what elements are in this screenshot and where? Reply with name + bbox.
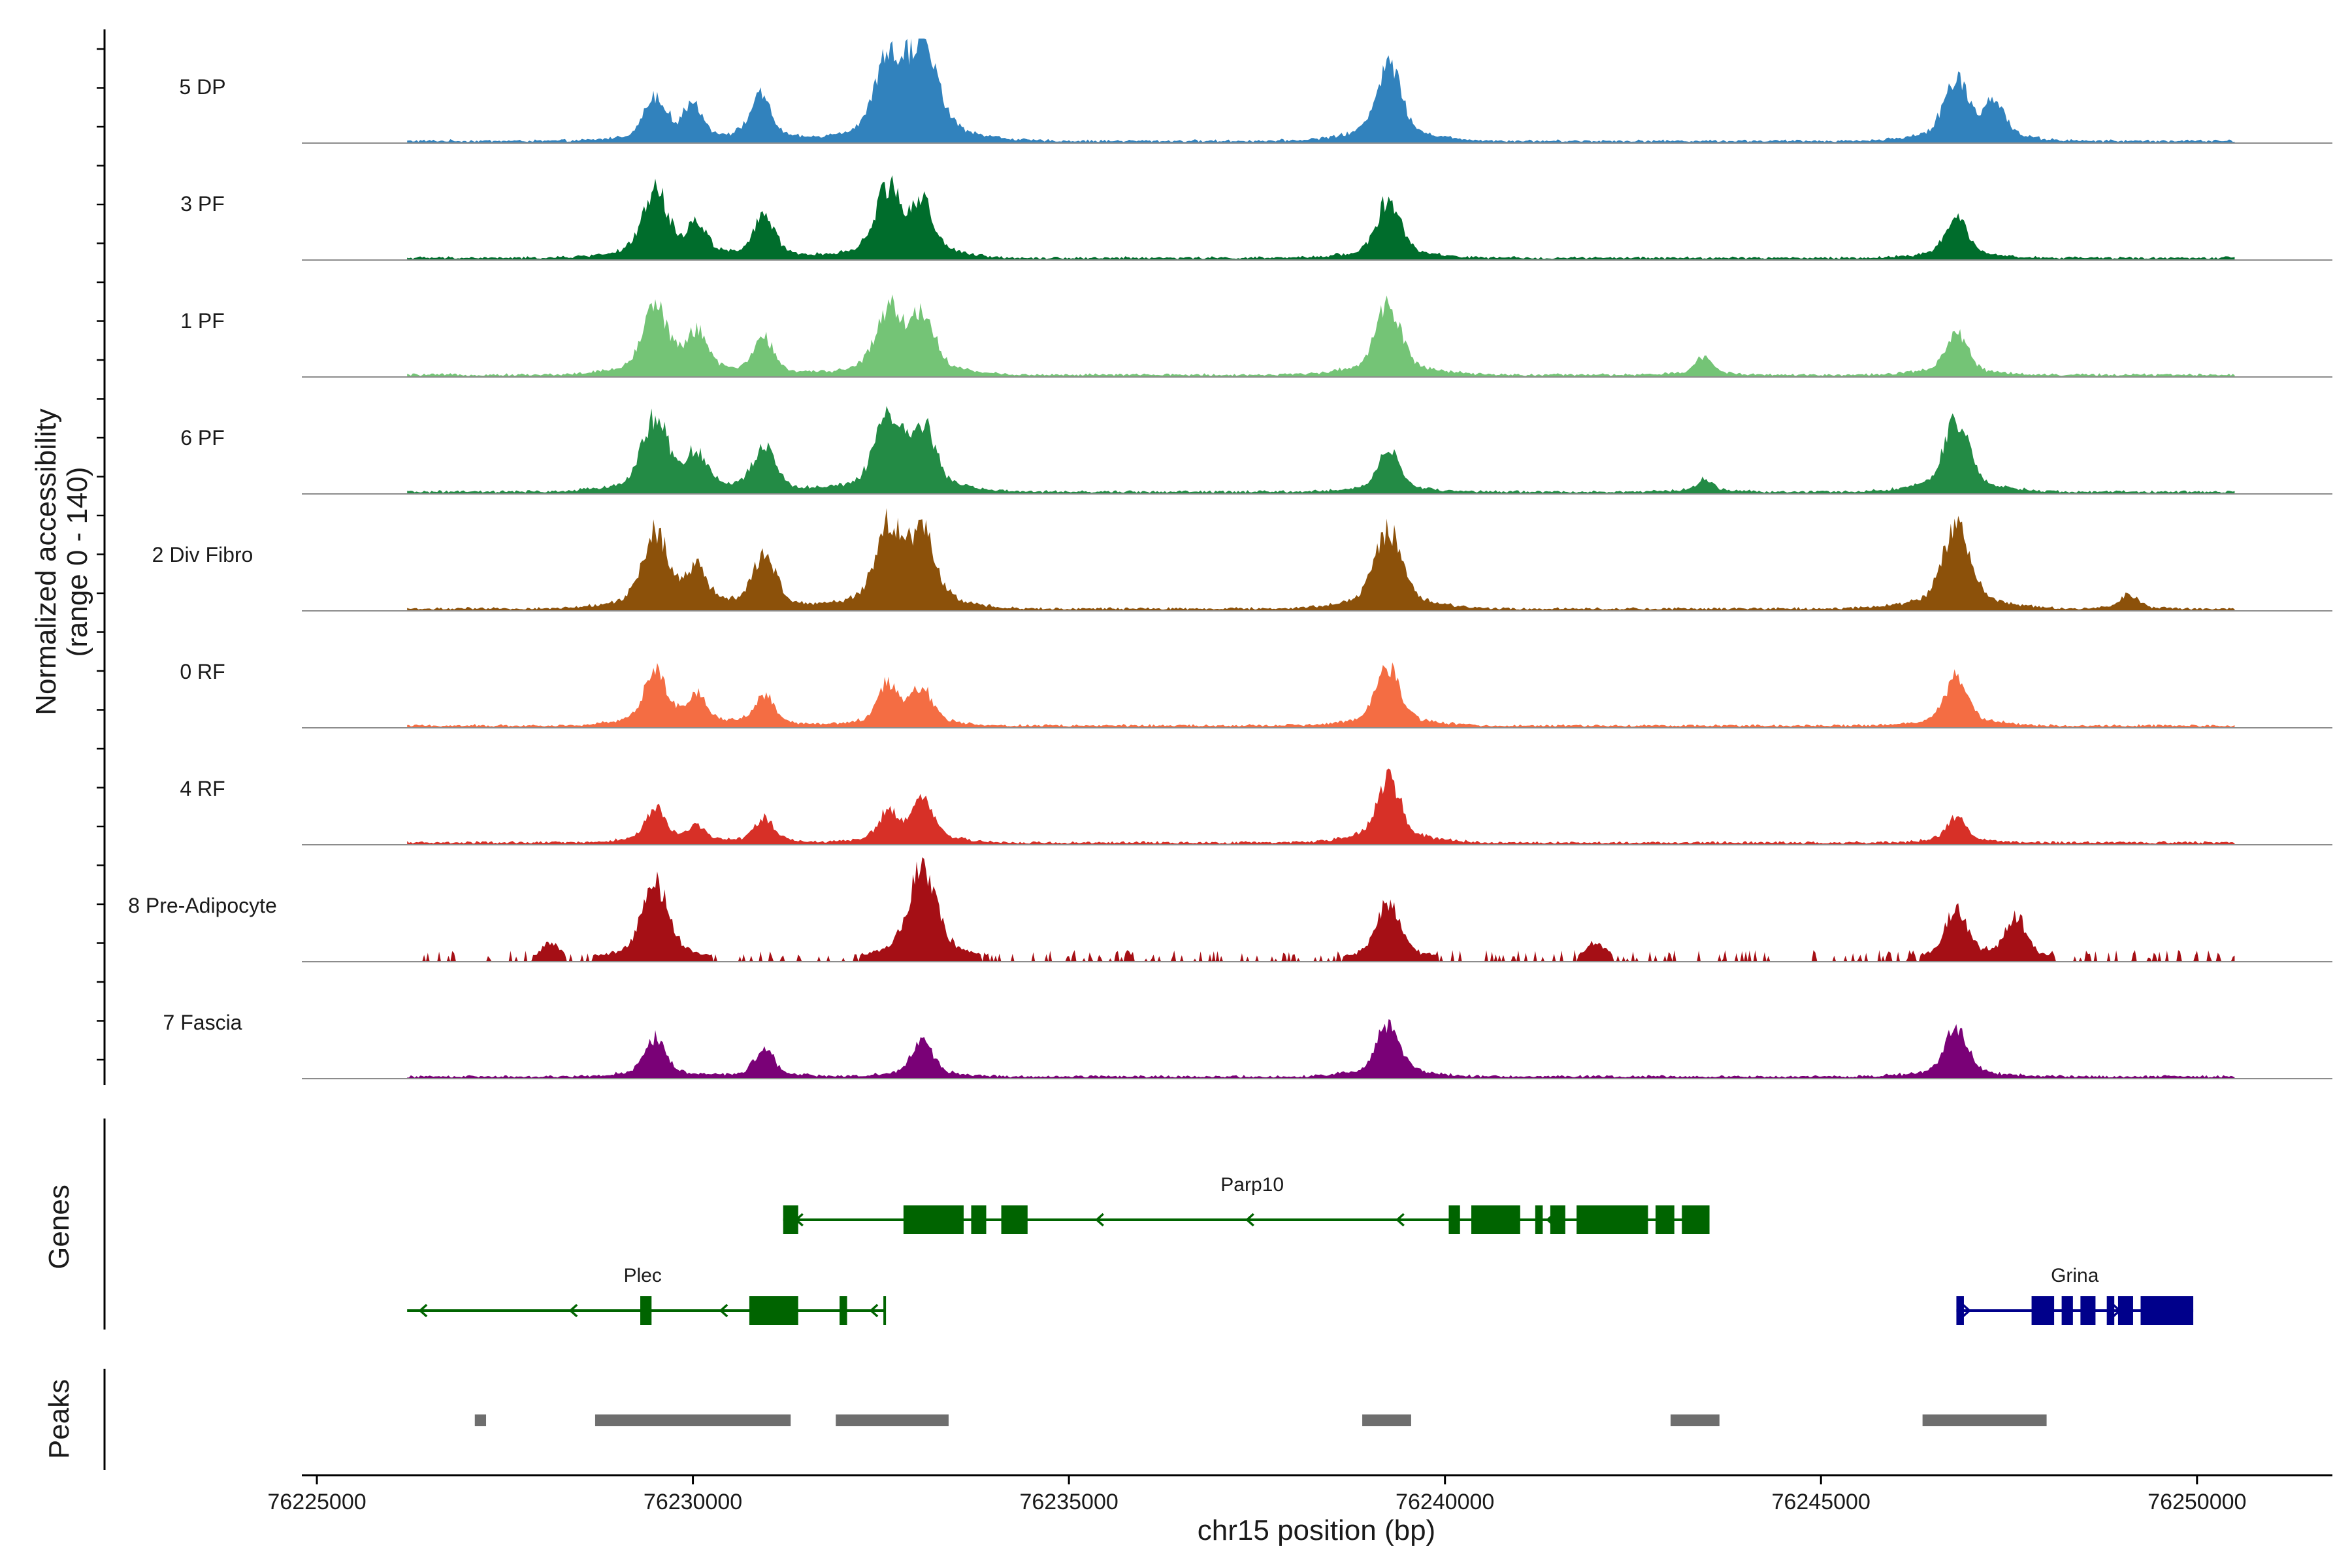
gene-exon [1471,1205,1520,1234]
track-7-fascia: 7 Fascia [163,1011,2332,1079]
track-4-rf: 4 RF [180,768,2332,845]
peak-region [836,1414,949,1426]
gene-exon [2080,1296,2096,1325]
coverage-area [407,175,2235,260]
strand-arrow [568,1303,578,1318]
x-tick-label: 76245000 [1772,1490,1870,1514]
coverage-area [407,406,2235,494]
gene-exon [749,1296,798,1325]
gene-exon [2061,1296,2073,1325]
accessibility-y-axis: Normalized accessibility(range 0 - 140) [30,29,106,1085]
track-0-rf: 0 RF [180,660,2332,728]
coverage-area [407,857,2235,962]
gene-label: Grina [2051,1265,2099,1286]
peak-region [1362,1414,1411,1426]
track-2-div-fibro: 2 Div Fibro [152,508,2332,612]
position-x-axis: 76225000 76230000 76235000 76240000 76245000… [267,1474,2332,1546]
y-axis-title: Normalized accessibility(range 0 - 140) [30,408,93,715]
track-label: 2 Div Fibro [152,543,253,566]
coverage-area [407,1019,2235,1079]
peak-region [595,1414,791,1426]
peak-region [1922,1414,2047,1426]
track-label: 0 RF [180,660,225,683]
track-label: 3 PF [180,192,225,216]
track-label: 8 Pre-Adipocyte [128,894,277,917]
coverage-area [407,39,2235,143]
gene-exon [971,1205,987,1234]
coverage-area [407,768,2235,845]
gene-exon [840,1296,847,1325]
genes-track-title: Genes [43,1184,75,1269]
y-axis-title-line: (range 0 - 140) [61,466,93,657]
gene-plec: Plec [407,1265,887,1325]
x-tick-label: 76225000 [267,1490,366,1514]
strand-arrow [1245,1213,1254,1227]
gene-exon [783,1205,798,1234]
track-6-pf: 6 PF [180,406,2332,495]
track-label: 7 Fascia [163,1011,242,1034]
gene-exon [2106,1296,2115,1325]
peaks-track: Peaks [43,1369,2047,1470]
gene-exon [2140,1296,2194,1325]
peak-region [1671,1414,1720,1426]
gene-parp10: Parp10 [783,1174,1710,1234]
gene-exon [1682,1205,1708,1234]
gene-exon [1576,1205,1648,1234]
coverage-area [407,294,2235,377]
track-3-pf: 3 PF [180,175,2332,261]
strand-arrow [1396,1213,1405,1227]
gene-label: Plec [623,1265,661,1286]
track-label: 4 RF [180,777,225,800]
peaks-track-title: Peaks [43,1379,75,1459]
gene-exon [2117,1296,2133,1325]
gene-annotation-track: Genes Parp10 Plec Grina [43,1119,2194,1330]
strand-arrow [1095,1213,1104,1227]
gene-exon [1956,1296,1964,1325]
gene-exon [2031,1296,2055,1325]
gene-exon [1656,1205,1674,1234]
strand-arrow [869,1303,879,1318]
gene-exon [903,1205,964,1234]
gene-exon [1535,1205,1543,1234]
strand-arrow [1962,1303,1972,1318]
coverage-area [407,662,2235,728]
x-tick-label: 76235000 [1019,1490,1118,1514]
track-label: 6 PF [180,426,225,449]
track-label: 5 DP [179,75,225,99]
gene-exon [640,1296,652,1325]
x-tick-label: 76230000 [644,1490,742,1514]
x-tick-label: 76250000 [2148,1490,2246,1514]
strand-arrow [418,1303,428,1318]
x-tick-label: 76240000 [1396,1490,1494,1514]
peak-region [474,1414,487,1426]
track-8-pre-adipocyte: 8 Pre-Adipocyte [128,857,2332,962]
gene-exon [1001,1205,1028,1234]
gene-exon [1550,1205,1565,1234]
y-axis-title-line: Normalized accessibility [30,408,62,715]
coverage-tracks: 5 DP 3 PF 1 PF 6 PF 2 Div Fibro 0 RF 4 RF 8 Pre… [128,39,2332,1079]
track-1-pf: 1 PF [180,294,2332,378]
x-axis-title: chr15 position (bp) [1198,1514,1435,1546]
track-label: 1 PF [180,309,225,333]
gene-grina: Grina [1956,1265,2194,1325]
gene-label: Parp10 [1220,1174,1284,1196]
coverage-area [407,508,2235,611]
track-5-dp: 5 DP [179,39,2332,144]
strand-arrow [719,1303,728,1318]
gene-exon [1448,1205,1460,1234]
